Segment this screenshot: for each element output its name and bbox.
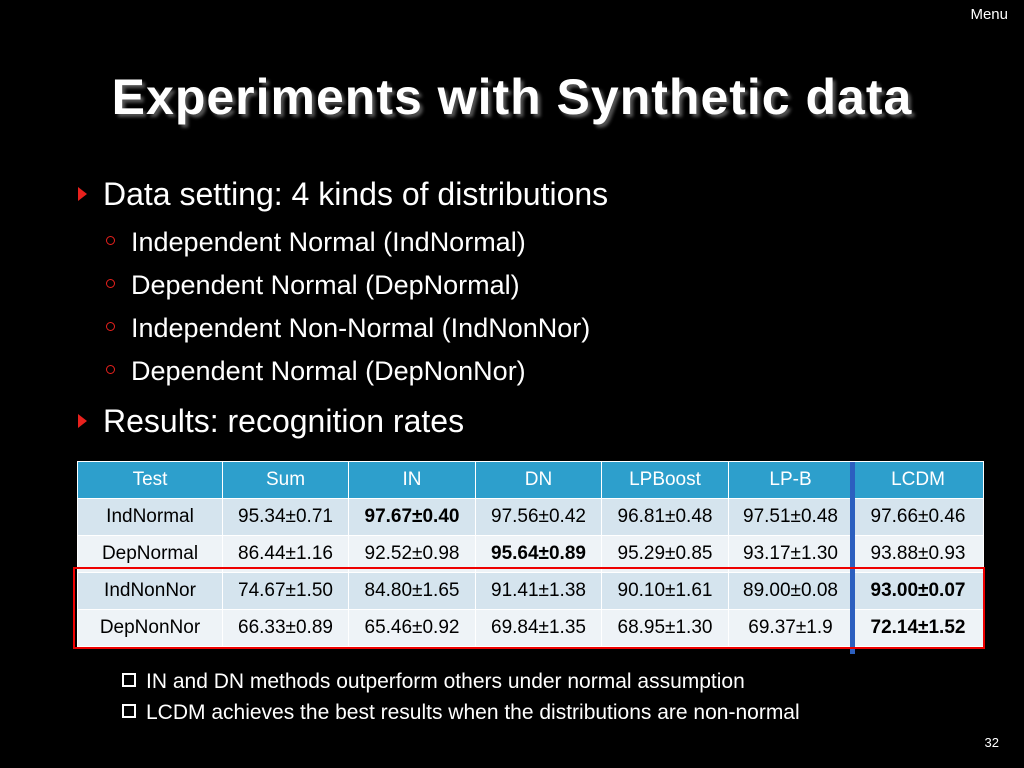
table-cell: 91.41±1.38 [475,572,602,610]
bullet-text: Results: recognition rates [103,403,465,439]
bullet-results: Results: recognition rates [78,403,464,440]
table-cell: 74.67±1.50 [222,572,349,610]
ring-bullet-icon [106,236,115,245]
ring-bullet-icon [106,279,115,288]
table-cell: 93.17±1.30 [728,535,853,573]
table-cell: 84.80±1.65 [348,572,476,610]
table-cell: 96.81±0.48 [601,498,729,536]
table-row: DepNormal 86.44±1.16 92.52±0.98 95.64±0.… [77,535,984,573]
ring-bullet-icon [106,322,115,331]
table-row: IndNonNor 74.67±1.50 84.80±1.65 91.41±1.… [77,572,984,610]
table-header-row: Test Sum IN DN LPBoost LP-B LCDM [77,461,984,499]
sub-bullet-text: Independent Non-Normal (IndNonNor) [131,313,591,343]
table-cell: 95.34±0.71 [222,498,349,536]
column-header: Test [77,461,223,499]
arrow-bullet-icon [78,414,87,428]
note-text: LCDM achieves the best results when the … [146,701,800,724]
sub-bullet-text: Dependent Normal (DepNormal) [131,270,520,300]
table-cell: 95.29±0.85 [601,535,729,573]
column-header: LPBoost [601,461,729,499]
sub-bullet-depnormal: Dependent Normal (DepNormal) [106,270,520,301]
sub-bullet-text: Dependent Normal (DepNonNor) [131,356,526,386]
menu-button[interactable]: Menu [970,6,1008,23]
table-cell: 97.67±0.40 [348,498,476,536]
table-cell: 86.44±1.16 [222,535,349,573]
slide-title: Experiments with Synthetic data [111,69,913,125]
table-cell: IndNonNor [77,572,223,610]
table-cell: 65.46±0.92 [348,609,476,647]
sub-bullet-depnonnor: Dependent Normal (DepNonNor) [106,356,526,387]
note-normal: IN and DN methods outperform others unde… [122,670,745,694]
column-header: LCDM [852,461,984,499]
column-header: LP-B [728,461,853,499]
table-cell: 69.84±1.35 [475,609,602,647]
table-cell: 93.00±0.07 [852,572,984,610]
arrow-bullet-icon [78,187,87,201]
table-cell: 68.95±1.30 [601,609,729,647]
bullet-data-setting: Data setting: 4 kinds of distributions [78,176,608,213]
column-header: IN [348,461,476,499]
table-cell: 93.88±0.93 [852,535,984,573]
table-cell: 95.64±0.89 [475,535,602,573]
sub-bullet-indnonnor: Independent Non-Normal (IndNonNor) [106,313,590,344]
ring-bullet-icon [106,365,115,374]
table-cell: DepNonNor [77,609,223,647]
table-cell: DepNormal [77,535,223,573]
table-cell: 97.66±0.46 [852,498,984,536]
table-cell: 69.37±1.9 [728,609,853,647]
checkbox-bullet-icon [122,673,136,687]
table-cell: 97.56±0.42 [475,498,602,536]
column-header: Sum [222,461,349,499]
table-cell: 66.33±0.89 [222,609,349,647]
note-text: IN and DN methods outperform others unde… [146,670,745,693]
sub-bullet-indnormal: Independent Normal (IndNormal) [106,227,526,258]
bullet-text: Data setting: 4 kinds of distributions [103,176,609,212]
table-cell: 89.00±0.08 [728,572,853,610]
table-cell: 72.14±1.52 [852,609,984,647]
table-cell: 92.52±0.98 [348,535,476,573]
page-number: 32 [984,735,999,750]
table-cell: 90.10±1.61 [601,572,729,610]
sub-bullet-text: Independent Normal (IndNormal) [131,227,526,257]
table-row: DepNonNor 66.33±0.89 65.46±0.92 69.84±1.… [77,609,984,647]
table-cell: IndNormal [77,498,223,536]
table-cell: 97.51±0.48 [728,498,853,536]
table-row: IndNormal 95.34±0.71 97.67±0.40 97.56±0.… [77,498,984,536]
note-non-normal: LCDM achieves the best results when the … [122,701,800,725]
checkbox-bullet-icon [122,704,136,718]
column-header: DN [475,461,602,499]
results-table: Test Sum IN DN LPBoost LP-B LCDM IndNorm… [77,461,984,647]
